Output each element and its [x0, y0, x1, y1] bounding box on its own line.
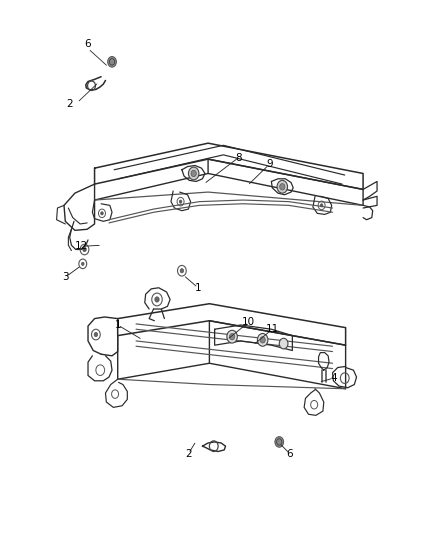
Circle shape [101, 212, 103, 215]
Circle shape [260, 337, 265, 343]
Circle shape [279, 338, 288, 349]
Circle shape [81, 262, 84, 265]
Circle shape [108, 56, 117, 67]
Text: 1: 1 [195, 283, 201, 293]
Circle shape [188, 167, 199, 180]
Text: 6: 6 [85, 39, 92, 49]
Text: 2: 2 [185, 449, 192, 458]
Circle shape [83, 247, 86, 252]
Text: 3: 3 [62, 272, 69, 282]
Text: 12: 12 [75, 241, 88, 251]
Circle shape [94, 333, 98, 337]
Circle shape [179, 200, 182, 203]
Circle shape [258, 334, 268, 346]
Circle shape [191, 170, 196, 176]
Text: 2: 2 [67, 99, 73, 109]
Circle shape [230, 334, 235, 340]
Circle shape [155, 297, 159, 302]
Text: 4: 4 [330, 373, 337, 383]
Text: 1: 1 [114, 320, 121, 330]
Text: 6: 6 [286, 449, 293, 458]
Circle shape [180, 269, 184, 273]
Circle shape [320, 204, 323, 207]
Circle shape [280, 183, 285, 190]
Circle shape [227, 330, 237, 343]
Text: 8: 8 [235, 152, 242, 163]
Text: 10: 10 [242, 317, 255, 327]
Text: 9: 9 [266, 159, 272, 169]
Circle shape [277, 180, 288, 193]
Circle shape [275, 437, 284, 447]
Text: 11: 11 [265, 324, 279, 334]
